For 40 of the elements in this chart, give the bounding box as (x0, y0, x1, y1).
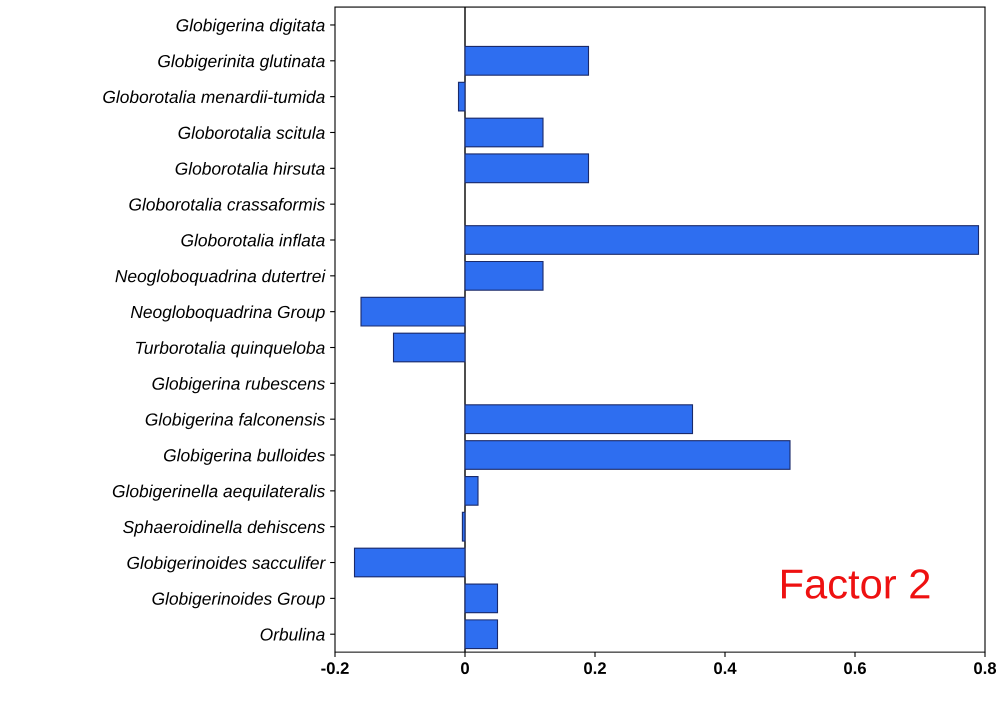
x-tick-label: 0.2 (584, 662, 606, 674)
bar (464, 118, 544, 148)
x-tick-label: 0.6 (844, 662, 866, 674)
x-tick-label: -0.2 (321, 662, 349, 674)
y-tick-label: Globigerina falconensis (146, 412, 325, 430)
y-tick-label: Globigerinita glutinata (158, 54, 325, 71)
bar (458, 82, 466, 112)
y-tick-label: Globigerina bulloides (164, 448, 325, 465)
bar (464, 260, 544, 291)
y-tick-label: Neogloboquadrina dutertrei (115, 270, 326, 286)
bar (464, 440, 791, 470)
y-tick-label: Turborotalia quinqueloba (136, 341, 325, 358)
x-tick-label: 0.4 (714, 662, 736, 674)
y-tick-label: Orbulina (260, 628, 325, 641)
y-tick-label: Globorotalia scitula (178, 126, 325, 139)
bar (392, 332, 466, 362)
bar (464, 583, 498, 614)
bar (464, 476, 479, 506)
y-tick-label: Globorotalia menardii-tumida (103, 90, 325, 104)
bar (464, 619, 498, 650)
y-tick-label: Globigerina rubescens (152, 377, 325, 394)
y-tick-label: Globorotalia crassaformis (129, 198, 325, 211)
bar (464, 153, 590, 184)
y-tick-label: Globorotalia inflata (181, 234, 325, 246)
y-tick-label: Globorotalia hirsuta (176, 162, 325, 175)
bar (354, 548, 466, 578)
annotation: Factor 2 (782, 569, 930, 599)
y-tick-label: Sphaeroidinella dehiscens (123, 520, 325, 537)
bar (360, 296, 466, 327)
y-tick-label: Globigerina digitata (176, 18, 325, 35)
x-tick-label: 0.8 (974, 662, 996, 674)
bar (464, 46, 590, 76)
x-tick-label: 0 (461, 662, 469, 674)
bar (464, 404, 694, 434)
y-tick-label: Globigerinella aequilateralis (112, 484, 325, 501)
bar (462, 512, 466, 542)
y-tick-label: Globigerinoides Group (152, 592, 325, 608)
y-tick-label: Globigerinoides sacculifer (127, 556, 326, 572)
y-tick-label: Neogloboquadrina Group (130, 305, 325, 322)
bar (464, 225, 980, 255)
